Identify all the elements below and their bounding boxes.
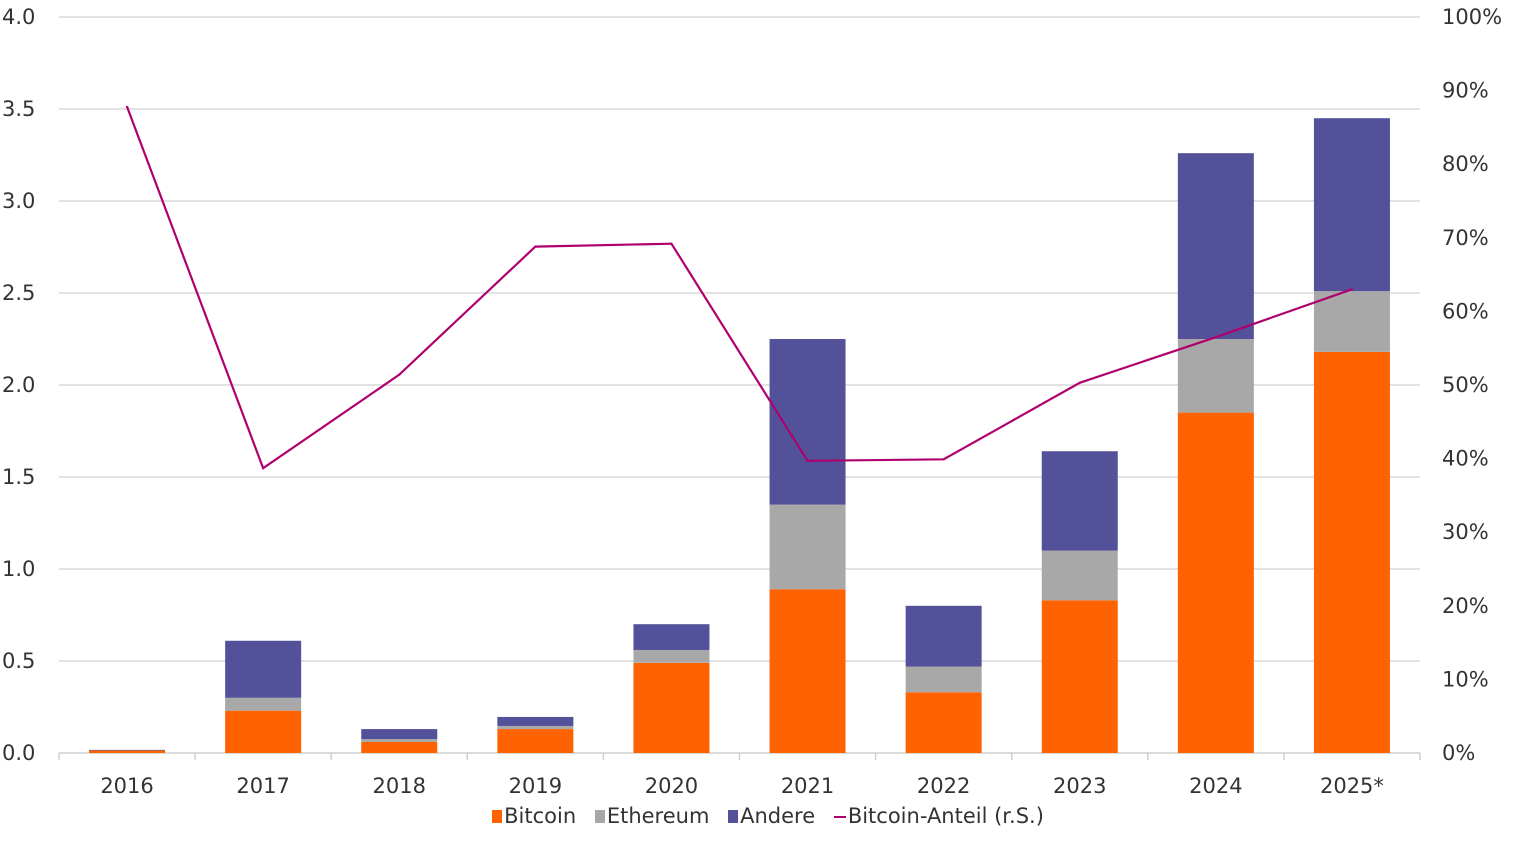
line-point-2025* [1350,288,1354,291]
legend-line [833,816,846,818]
bar-andere-2024 [1177,153,1254,339]
bar-ethereum-2021 [769,504,846,590]
y-tick-label: 3.0 [2,189,35,213]
bar-ethereum-2025* [1313,291,1390,352]
x-tick-label: 2019 [509,774,562,798]
bar-ethereum-2017 [225,697,302,711]
line-point-2024 [1214,336,1217,339]
x-tick-label: 2020 [645,774,698,798]
line-point-2018 [398,373,401,376]
legend-label: Ethereum [606,804,710,828]
y-tick-label: 3.5 [2,97,35,121]
y2-tick-label: 30% [1442,520,1489,544]
bar-ethereum-2022 [905,666,982,693]
legend-swatch [594,810,605,823]
legend-item-ethereum: Ethereum [594,804,710,828]
y-tick-label: 0.5 [2,649,35,673]
y2-tick-label: 10% [1442,667,1489,691]
bar-ethereum-2020 [633,649,710,663]
y2-tick-label: 80% [1442,152,1489,176]
y-tick-label: 2.0 [2,373,35,397]
legend: Bitcoin Ethereum Andere Bitcoin-Anteil (… [0,804,1536,828]
bar-andere-2020 [633,624,710,650]
line-point-2016 [125,105,129,108]
x-tick-label: 2021 [781,774,834,798]
x-tick-label: 2017 [236,774,289,798]
bar-bitcoin-2021 [769,589,846,753]
y2-tick-label: 90% [1442,79,1489,103]
x-tick-label: 2022 [917,774,970,798]
legend-item-andere: Andere [728,804,815,828]
line-point-2017 [262,467,265,470]
bar-ethereum-2023 [1041,550,1118,601]
bar-ethereum-2018 [361,739,438,742]
bar-bitcoin-2017 [225,710,302,753]
legend-item-bitcoin: Bitcoin [492,804,576,828]
x-tick-label: 2024 [1189,774,1242,798]
bar-andere-2016 [89,749,166,751]
y2-tick-label: 70% [1442,226,1489,250]
line-point-2023 [1078,381,1081,384]
x-tick-label: 2016 [100,774,153,798]
bar-bitcoin-2024 [1177,412,1254,753]
y2-tick-label: 50% [1442,373,1489,397]
legend-label: Andere [740,804,816,828]
bar-bitcoin-2018 [361,741,438,753]
y2-tick-label: 0% [1442,741,1475,765]
legend-swatch [492,810,503,823]
legend-label: Bitcoin [504,804,577,828]
line-point-2021 [806,459,809,462]
y-tick-label: 2.5 [2,281,35,305]
y-tick-label: 0.0 [2,741,35,765]
bar-andere-2018 [361,729,438,740]
bar-bitcoin-2025* [1313,351,1390,753]
legend-label: Bitcoin-Anteil (r.S.) [847,804,1044,828]
y-tick-label: 4.0 [2,5,35,29]
bar-ethereum-2019 [497,725,574,730]
y2-tick-label: 20% [1442,594,1489,618]
bar-andere-2025* [1313,118,1390,292]
bar-bitcoin-2020 [633,662,710,753]
bar-andere-2022 [905,605,982,667]
line-point-2022 [942,458,945,461]
legend-swatch [728,810,739,823]
line-point-2019 [534,245,537,248]
bar-andere-2023 [1041,451,1118,551]
bar-bitcoin-2019 [497,729,574,753]
legend-item-bitcoin-share: Bitcoin-Anteil (r.S.) [833,804,1044,828]
line-point-2020 [670,242,673,245]
bar-andere-2019 [497,716,574,726]
bar-bitcoin-2022 [905,692,982,753]
bar-andere-2021 [769,339,846,505]
bar-bitcoin-2016 [89,750,166,753]
line-bitcoin-share [126,106,1353,470]
bar-andere-2017 [225,640,302,698]
y-tick-label: 1.0 [2,557,35,581]
bar-ethereum-2024 [1177,339,1254,413]
y2-tick-label: 40% [1442,447,1489,471]
bar-bitcoin-2023 [1041,600,1118,753]
y-tick-label: 1.5 [2,465,35,489]
x-tick-label: 2018 [373,774,426,798]
y2-tick-label: 100% [1442,5,1502,29]
x-tick-label: 2023 [1053,774,1106,798]
x-tick-label: 2025* [1320,774,1384,798]
y2-tick-label: 60% [1442,299,1489,323]
